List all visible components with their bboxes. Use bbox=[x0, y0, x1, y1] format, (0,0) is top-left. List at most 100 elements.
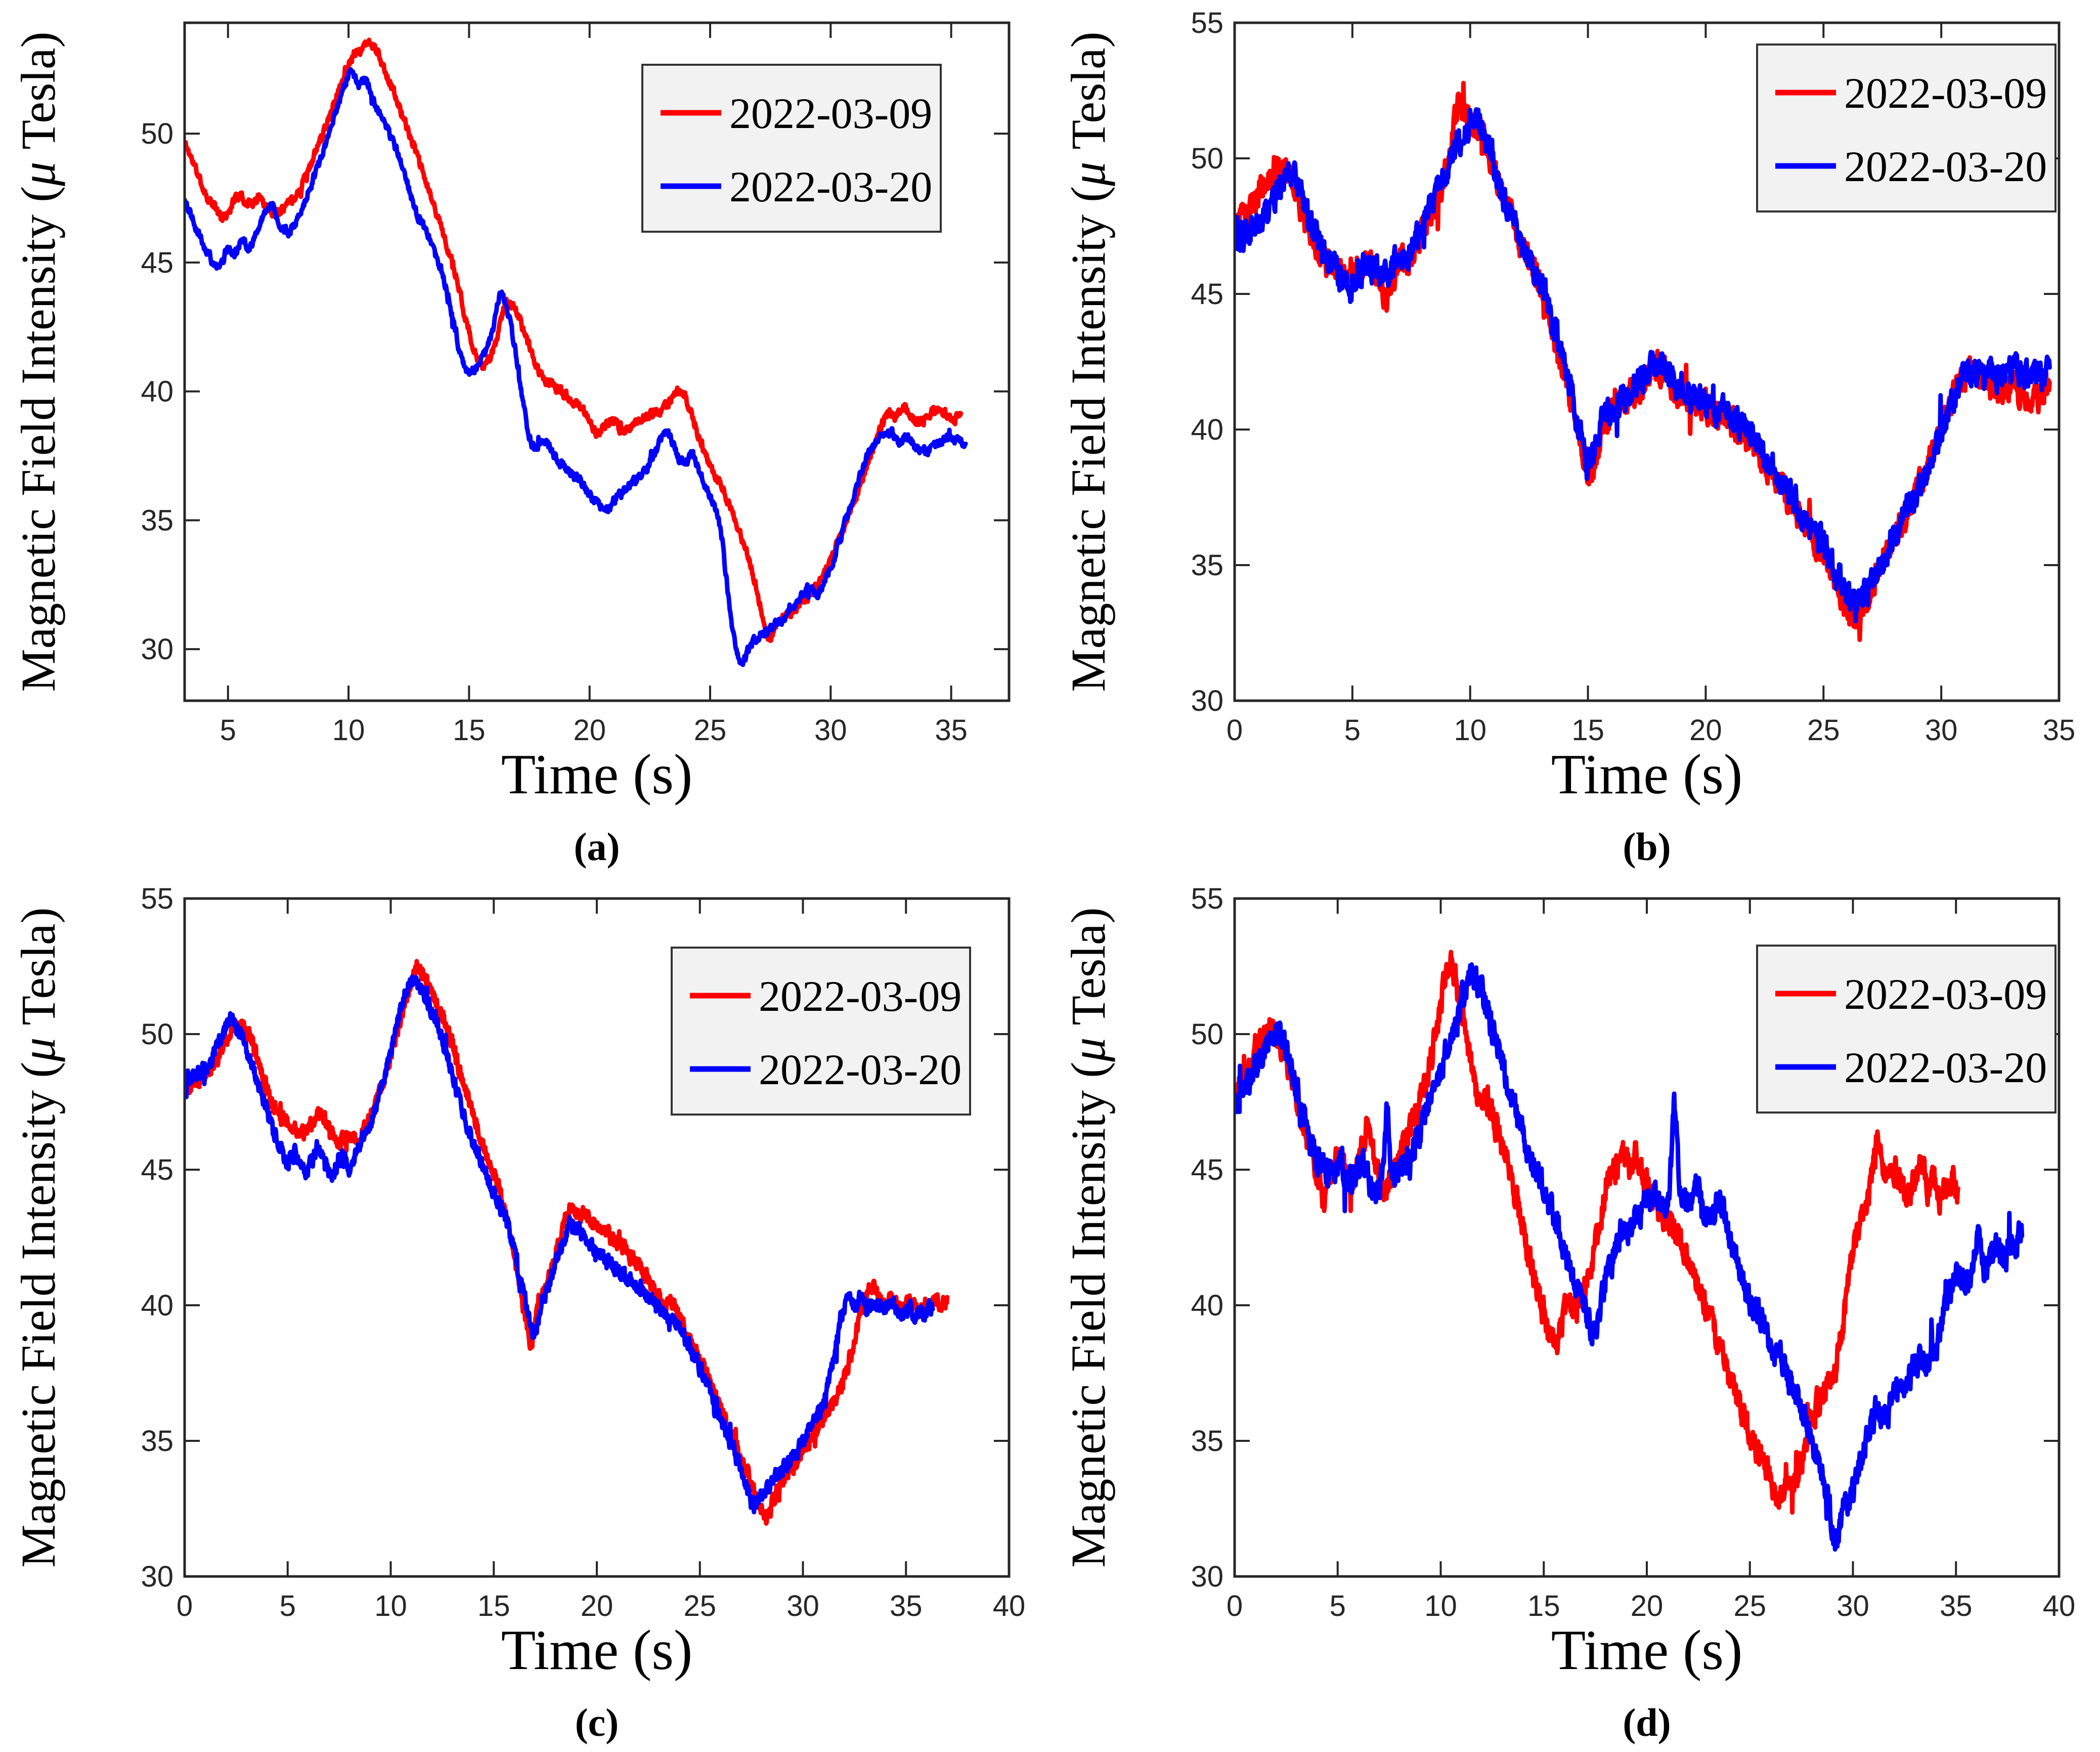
x-tick-label: 0 bbox=[1227, 714, 1243, 747]
legend-box bbox=[671, 947, 971, 1116]
y-tick-label: 55 bbox=[1191, 882, 1223, 915]
tick-marks bbox=[184, 898, 1010, 1577]
x-tick-label: 15 bbox=[477, 1590, 510, 1622]
subplot-caption: (d) bbox=[1623, 1700, 1671, 1744]
series-layer bbox=[185, 959, 950, 1526]
x-tick-label: 0 bbox=[1227, 1590, 1243, 1622]
subplot-caption: (c) bbox=[575, 1700, 619, 1744]
legend-label: 2022-03-20 bbox=[1844, 1043, 2047, 1092]
y-tick-label: 45 bbox=[141, 1153, 173, 1186]
x-tick-label: 10 bbox=[374, 1590, 407, 1622]
x-tick-label: 10 bbox=[1454, 714, 1486, 747]
x-axis-label: Time (s) bbox=[1551, 1619, 1743, 1682]
y-tick-label: 30 bbox=[1191, 1560, 1223, 1593]
axes-box bbox=[1233, 21, 2061, 702]
legend: 2022-03-09 2022-03-20 bbox=[641, 64, 942, 233]
x-tick-label: 20 bbox=[573, 714, 606, 747]
series-line-2022-03-20 bbox=[185, 974, 935, 1515]
x-tick-label: 5 bbox=[280, 1590, 296, 1622]
subplot-caption: (b) bbox=[1623, 825, 1671, 869]
subplot-d: 0 5 10 15 20 25 30 35 40 30 35 40 45 50 55 Magnetic Fie… bbox=[1050, 876, 2100, 1752]
x-tick-label: 35 bbox=[935, 714, 968, 747]
x-tick-label: 25 bbox=[694, 714, 727, 747]
x-tick-label: 20 bbox=[581, 1590, 614, 1622]
x-tick-label: 10 bbox=[1424, 1590, 1457, 1622]
x-tick-label: 5 bbox=[220, 714, 236, 747]
legend-box bbox=[1756, 44, 2057, 212]
legend-label: 2022-03-09 bbox=[729, 89, 932, 138]
y-tick-label: 50 bbox=[141, 117, 173, 150]
legend-label: 2022-03-09 bbox=[1844, 69, 2047, 117]
x-tick-label: 35 bbox=[2043, 714, 2076, 747]
x-tick-label: 25 bbox=[1733, 1590, 1766, 1622]
y-tick-label: 50 bbox=[141, 1018, 173, 1051]
y-tick-label: 50 bbox=[1191, 1018, 1223, 1051]
subplot-a-canvas: 5 10 15 20 25 30 35 30 35 40 45 50 Magnetic Field In… bbox=[11, 21, 1011, 869]
legend-label: 2022-03-20 bbox=[759, 1045, 961, 1094]
tick-marks bbox=[1234, 898, 2060, 1577]
y-tick-label: 40 bbox=[1191, 1289, 1223, 1322]
x-tick-label: 15 bbox=[1571, 714, 1604, 747]
y-tick-label: 45 bbox=[1191, 278, 1223, 311]
x-tick-label: 35 bbox=[1940, 1590, 1973, 1622]
y-tick-label: 35 bbox=[141, 504, 173, 537]
legend: 2022-03-09 2022-03-20 bbox=[1756, 945, 2057, 1114]
x-tick-label: 20 bbox=[1689, 714, 1722, 747]
x-tick-label: 0 bbox=[177, 1590, 193, 1622]
series-line-2022-03-09 bbox=[185, 37, 964, 643]
series-line-2022-03-20 bbox=[1235, 962, 2025, 1552]
y-tick-label: 45 bbox=[1191, 1153, 1223, 1186]
x-tick-label: 30 bbox=[786, 1590, 819, 1622]
legend-label: 2022-03-09 bbox=[1844, 970, 2047, 1018]
y-tick-label: 40 bbox=[141, 375, 173, 408]
x-tick-label: 30 bbox=[1836, 1590, 1869, 1622]
x-tick-label: 5 bbox=[1330, 1590, 1346, 1622]
subplot-a: 5 10 15 20 25 30 35 30 35 40 45 50 Magnetic Field In… bbox=[0, 0, 1050, 876]
y-axis-label: Magnetic Field Intensity (μ Tesla) bbox=[11, 31, 65, 692]
x-tick-label: 40 bbox=[993, 1590, 1026, 1622]
series-line-2022-03-20 bbox=[185, 67, 968, 667]
legend: 2022-03-09 2022-03-20 bbox=[1756, 44, 2057, 212]
y-tick-label: 40 bbox=[141, 1289, 173, 1322]
x-tick-label: 20 bbox=[1631, 1590, 1664, 1622]
series-layer bbox=[1235, 950, 2025, 1552]
subplot-d-canvas: 0 5 10 15 20 25 30 35 40 30 35 40 45 50 55 Magnetic Fie… bbox=[1061, 882, 2075, 1744]
y-axis-label: Magnetic Field Intensity (μ Tesla) bbox=[11, 907, 65, 1567]
subplot-c-canvas: 0 5 10 15 20 25 30 35 40 30 35 40 45 50 55 Magnetic Fie… bbox=[11, 882, 1026, 1744]
x-tick-label: 25 bbox=[1807, 714, 1840, 747]
x-tick-label: 15 bbox=[1527, 1590, 1560, 1622]
y-tick-label: 45 bbox=[141, 246, 173, 279]
series-layer bbox=[1235, 80, 2052, 643]
subplot-c: 0 5 10 15 20 25 30 35 40 30 35 40 45 50 55 Magnetic Fie… bbox=[0, 876, 1050, 1752]
y-axis-label: Magnetic Field Intensity (μ Tesla) bbox=[1061, 907, 1115, 1567]
y-tick-label: 35 bbox=[1191, 549, 1223, 582]
x-tick-label: 30 bbox=[1925, 714, 1958, 747]
x-tick-label: 5 bbox=[1344, 714, 1361, 747]
x-tick-label: 15 bbox=[453, 714, 486, 747]
axes-box bbox=[183, 21, 1011, 702]
x-tick-label: 10 bbox=[332, 714, 365, 747]
x-tick-label: 25 bbox=[683, 1590, 716, 1622]
tick-marks bbox=[185, 23, 1009, 701]
x-tick-label: 35 bbox=[890, 1590, 923, 1622]
subplot-b: 0 5 10 15 20 25 30 35 30 35 40 45 50 55 Magnetic Field… bbox=[1050, 0, 2100, 876]
subplot-caption: (a) bbox=[574, 825, 620, 869]
legend-label: 2022-03-09 bbox=[759, 972, 961, 1020]
y-axis-label: Magnetic Field Intensity (μ Tesla) bbox=[1061, 31, 1115, 692]
x-axis-label: Time (s) bbox=[1551, 743, 1743, 806]
x-axis-label: Time (s) bbox=[501, 1619, 693, 1682]
y-tick-label: 50 bbox=[1191, 142, 1223, 175]
legend-box bbox=[641, 64, 942, 233]
y-tick-label: 35 bbox=[141, 1425, 173, 1458]
y-tick-label: 30 bbox=[141, 1560, 173, 1593]
legend: 2022-03-09 2022-03-20 bbox=[671, 947, 971, 1116]
y-tick-label: 35 bbox=[1191, 1425, 1223, 1458]
y-tick-label: 55 bbox=[141, 882, 173, 915]
y-tick-label: 55 bbox=[1191, 7, 1223, 39]
legend-label: 2022-03-20 bbox=[1844, 142, 2047, 191]
series-layer bbox=[185, 37, 968, 667]
legend-box bbox=[1756, 945, 2057, 1114]
x-tick-label: 30 bbox=[814, 714, 847, 747]
legend-label: 2022-03-20 bbox=[729, 162, 932, 211]
